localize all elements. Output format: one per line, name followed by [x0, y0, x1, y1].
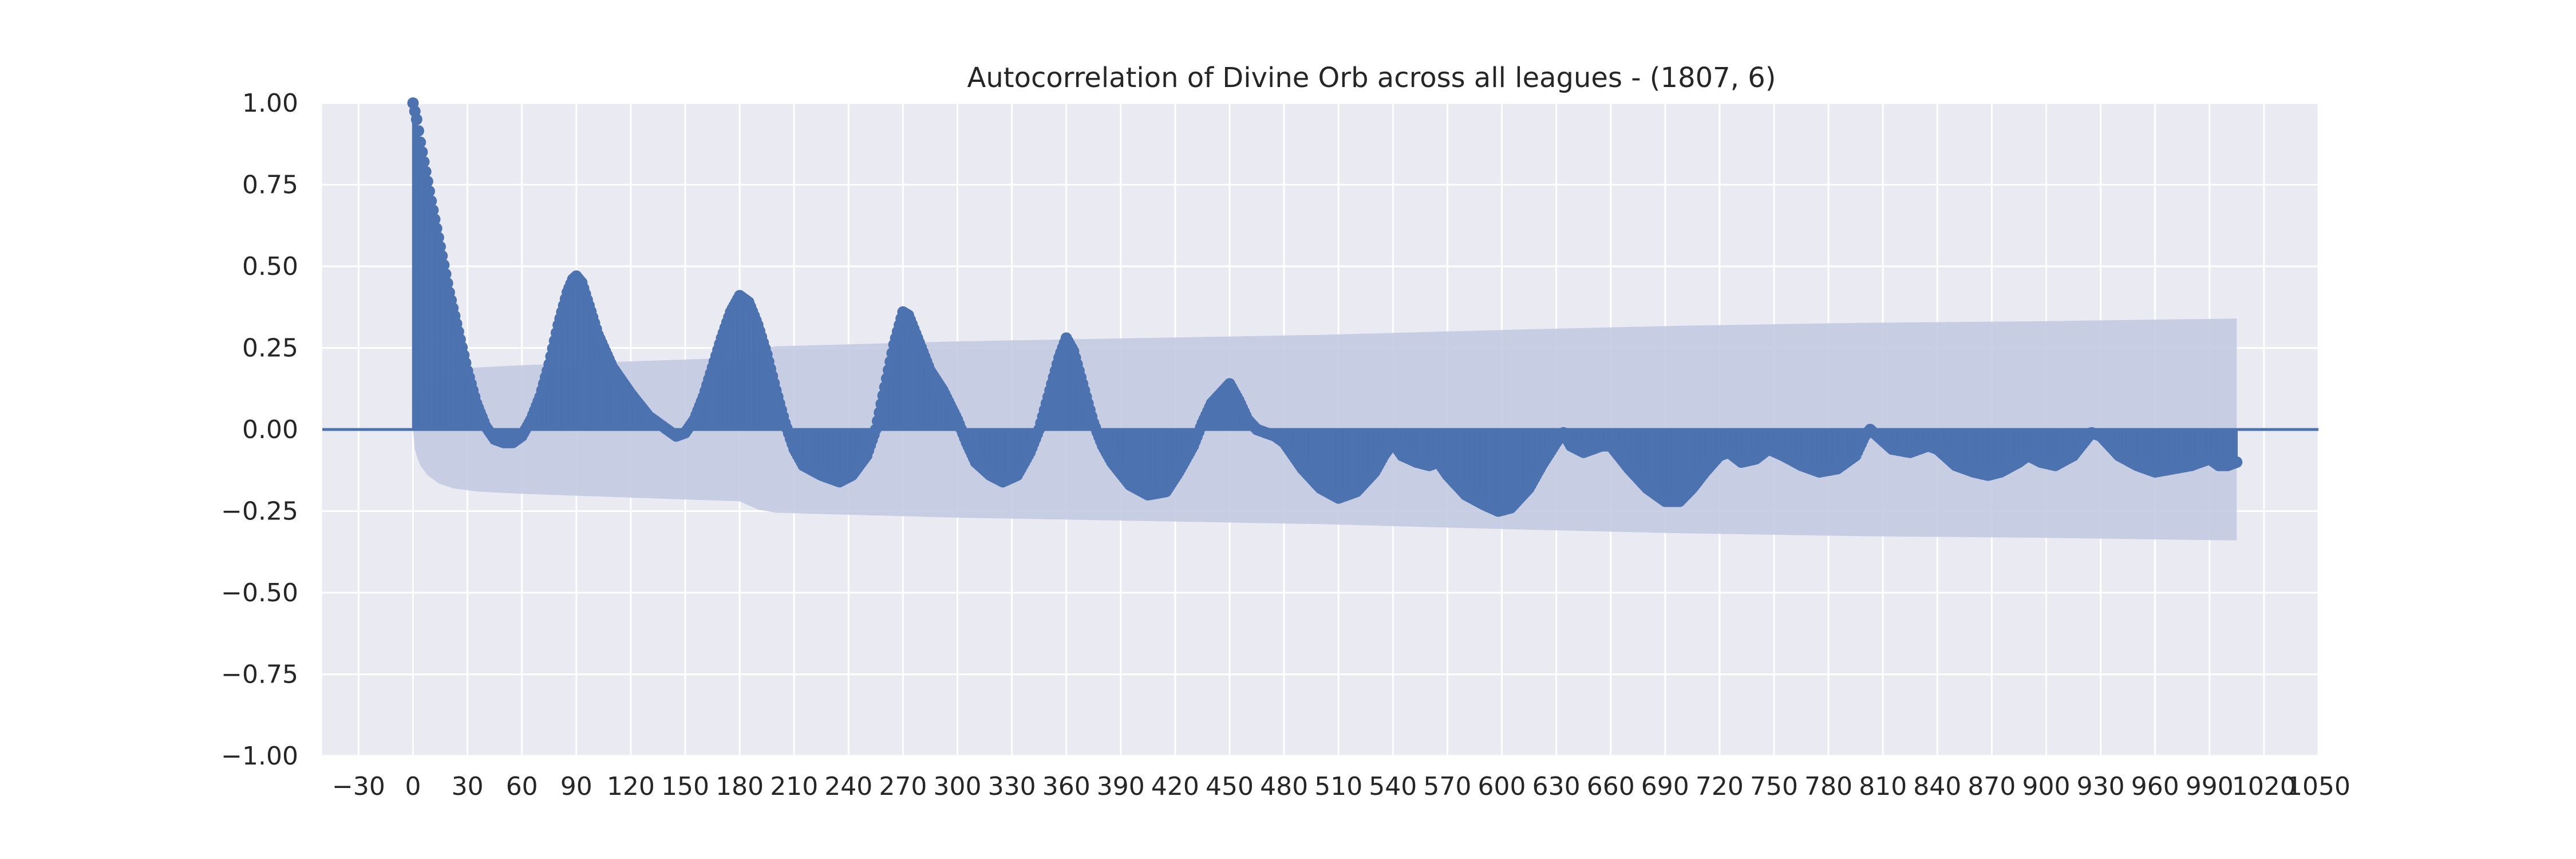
x-tick-label: 450	[1206, 772, 1254, 801]
x-tick-label: 810	[1859, 772, 1907, 801]
acf-marker	[410, 113, 422, 125]
x-tick-label: 990	[2186, 772, 2234, 801]
x-axis-ticks: −30 0 30 60 90 120 150 180 210 240 270 300 330 360 390…	[332, 772, 2350, 801]
acf-markers	[407, 97, 2243, 517]
x-tick-label: 420	[1151, 772, 1199, 801]
x-tick-label: 900	[2022, 772, 2071, 801]
x-tick-label: 60	[506, 772, 538, 801]
x-tick-label: 960	[2131, 772, 2179, 801]
acf-marker	[2231, 456, 2243, 468]
x-tick-label: 300	[934, 772, 982, 801]
y-tick-label: 0.00	[242, 415, 298, 444]
x-tick-label: 750	[1750, 772, 1798, 801]
acf-marker	[414, 136, 426, 148]
x-tick-label: 210	[770, 772, 818, 801]
y-tick-label: 0.75	[242, 171, 298, 200]
x-tick-label: 180	[716, 772, 764, 801]
x-tick-label: 30	[452, 772, 484, 801]
x-tick-label: −30	[332, 772, 385, 801]
acf-marker	[421, 175, 433, 187]
y-tick-label: 0.50	[242, 252, 298, 281]
y-tick-label: −0.25	[221, 497, 298, 526]
x-tick-label: 120	[607, 772, 655, 801]
x-tick-label: 690	[1641, 772, 1689, 801]
acf-marker	[430, 222, 442, 234]
chart-title: Autocorrelation of Divine Orb across all…	[967, 62, 1776, 94]
x-tick-label: 780	[1804, 772, 1852, 801]
y-tick-label: −0.50	[221, 578, 298, 608]
x-tick-label: 540	[1369, 772, 1417, 801]
x-tick-label: 270	[879, 772, 927, 801]
acf-marker	[416, 146, 428, 158]
acf-marker	[418, 156, 430, 168]
acf-marker	[440, 268, 452, 280]
acf-marker	[429, 213, 441, 225]
x-tick-label: 330	[988, 772, 1036, 801]
y-tick-label: 0.25	[242, 334, 298, 363]
acf-marker	[432, 231, 444, 243]
x-tick-label: 0	[405, 772, 421, 801]
y-tick-label: −1.00	[221, 742, 298, 771]
y-tick-label: 1.00	[242, 89, 298, 118]
x-tick-label: 1020	[2232, 772, 2296, 801]
x-tick-label: 630	[1532, 772, 1581, 801]
acf-marker	[874, 407, 886, 419]
x-tick-label: 720	[1696, 772, 1744, 801]
x-tick-label: 600	[1478, 772, 1526, 801]
acf-marker	[434, 241, 446, 253]
x-tick-label: 390	[1097, 772, 1145, 801]
y-axis-ticks: −1.00 −0.75 −0.50 −0.25 0.00 0.25 0.50 0.75 1.00	[221, 89, 298, 771]
acf-marker	[427, 204, 439, 216]
acf-marker	[883, 364, 894, 376]
x-tick-label: 360	[1042, 772, 1091, 801]
x-tick-label: 240	[824, 772, 872, 801]
acf-marker	[420, 166, 432, 178]
acf-marker	[436, 250, 448, 262]
x-tick-label: 150	[661, 772, 709, 801]
acf-marker	[425, 195, 437, 207]
acf-marker	[441, 277, 453, 289]
acf-marker	[424, 185, 435, 197]
x-tick-label: 930	[2077, 772, 2125, 801]
x-tick-label: 870	[1967, 772, 2016, 801]
x-tick-label: 1050	[2286, 772, 2350, 801]
x-tick-label: 90	[560, 772, 592, 801]
y-tick-label: −0.75	[221, 660, 298, 689]
x-tick-label: 840	[1913, 772, 1961, 801]
x-tick-label: 660	[1587, 772, 1635, 801]
x-tick-label: 570	[1423, 772, 1471, 801]
x-tick-label: 480	[1260, 772, 1308, 801]
acf-marker	[413, 125, 424, 137]
acf-marker	[438, 259, 450, 271]
x-tick-label: 510	[1314, 772, 1362, 801]
